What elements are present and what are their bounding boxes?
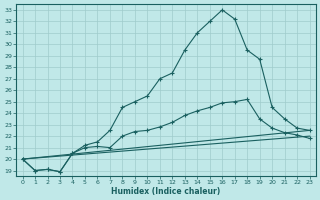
X-axis label: Humidex (Indice chaleur): Humidex (Indice chaleur) [111,187,221,196]
